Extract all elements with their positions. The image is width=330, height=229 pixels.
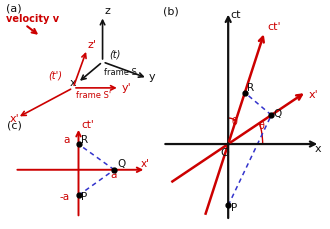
Text: θ: θ [231,117,237,127]
Text: x': x' [141,159,149,169]
Text: ct: ct [231,10,241,20]
Text: θ: θ [258,121,264,131]
Text: frame S': frame S' [76,91,111,100]
Text: (b): (b) [162,6,178,16]
Text: (a): (a) [6,3,21,13]
Text: y': y' [121,83,131,93]
Text: y: y [149,72,156,82]
Text: x': x' [309,90,318,100]
Text: x: x [70,78,77,88]
Text: z': z' [88,40,97,50]
Text: x': x' [10,114,19,124]
Text: x: x [314,144,321,154]
Text: z: z [105,6,111,16]
Text: Q: Q [274,109,282,120]
Text: O: O [220,148,229,158]
Text: frame S: frame S [104,68,137,77]
Text: (c): (c) [7,120,22,131]
Text: P: P [81,192,87,202]
Text: Q: Q [117,159,125,169]
Text: R: R [247,83,254,93]
Text: (t'): (t') [48,71,62,81]
Text: ct': ct' [267,22,281,33]
Text: a: a [63,135,70,145]
Text: ct': ct' [81,120,94,131]
Text: a: a [111,170,117,180]
Text: velocity v: velocity v [6,14,59,24]
Text: P: P [231,203,237,213]
Text: (t): (t) [109,49,120,59]
Text: R: R [81,135,88,145]
Text: -a: -a [60,192,70,202]
